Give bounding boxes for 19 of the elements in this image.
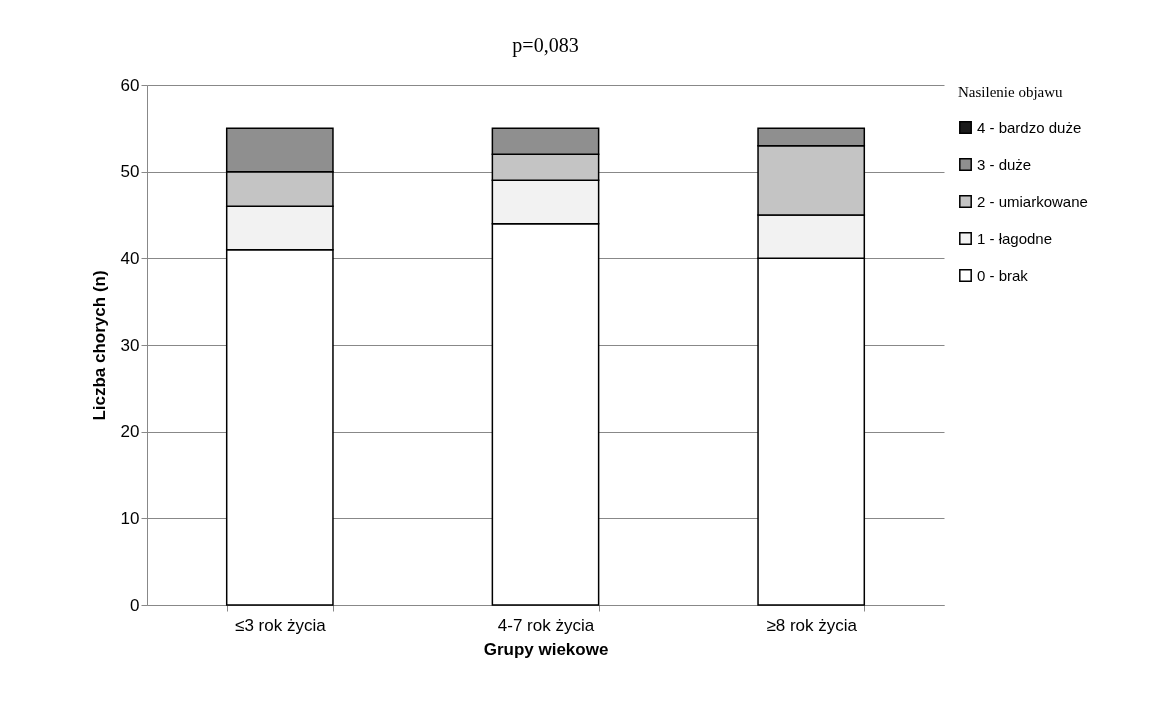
legend-label: 0 - brak	[977, 266, 1029, 284]
chart-title: p=0,083	[512, 34, 579, 57]
legend-label: 2 - umiarkowane	[977, 192, 1088, 210]
legend-label: 4 - bardzo duże	[977, 118, 1082, 136]
y-tick-label: 20	[120, 422, 140, 442]
x-tick-label: ≥8 rok życia	[766, 615, 858, 635]
y-tick-label: 40	[120, 248, 140, 268]
legend-label: 1 - łagodne	[977, 229, 1053, 247]
y-tick-label: 0	[130, 595, 140, 615]
y-tick-label: 50	[120, 162, 140, 182]
y-tick-label: 60	[120, 75, 140, 95]
x-tick-label: ≤3 rok życia	[235, 615, 327, 635]
y-axis-title: Liczba chorych (n)	[89, 270, 109, 421]
legend-label: 3 - duże	[977, 155, 1032, 173]
y-tick-label: 10	[120, 508, 140, 528]
x-tick-label: 4-7 rok życia	[497, 615, 595, 635]
legend-title: Nasilenie objawu	[958, 84, 1064, 100]
x-axis-title: Grupy wiekowe	[483, 639, 609, 659]
y-tick-label: 30	[120, 335, 140, 355]
